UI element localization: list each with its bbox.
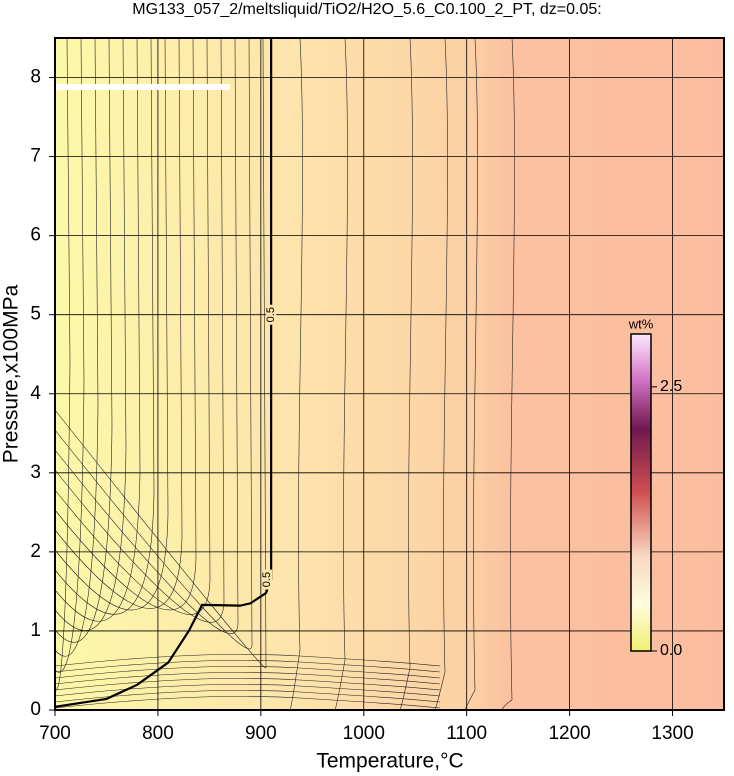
minor-contour	[54, 660, 441, 673]
x-tick-label: 1300	[651, 723, 693, 744]
y-tick-label: 4	[30, 383, 41, 404]
contour-label: 0.5	[265, 307, 277, 322]
contour-label-bg	[266, 304, 277, 325]
minor-contour	[54, 37, 155, 615]
minor-contour	[54, 690, 441, 703]
minor-contour	[501, 37, 515, 711]
y-tick-label: 0	[30, 699, 41, 720]
minor-contour	[54, 37, 169, 611]
contour-label: 0.5	[261, 572, 273, 587]
minor-contour	[399, 37, 413, 711]
minor-contour	[54, 672, 441, 685]
minor-contour	[54, 666, 441, 679]
contour-line	[54, 38, 273, 708]
x-tick-label: 1000	[343, 723, 385, 744]
minor-contour	[54, 37, 113, 643]
minor-contour	[54, 37, 141, 622]
minor-contour	[54, 696, 441, 709]
minor-contour	[289, 37, 303, 711]
y-tick-label: 2	[30, 541, 41, 562]
contour-label-bg	[262, 569, 273, 590]
minor-contour	[54, 37, 197, 611]
minor-contour	[54, 678, 441, 691]
plot-layer: 700 800 900 1000 1100 1200 1300 0 1 2 3 4 5 6 7 8 0.5 0.5…	[30, 38, 724, 744]
minor-contour	[434, 37, 448, 711]
plot-frame	[54, 37, 725, 711]
x-tick-label: 800	[142, 723, 174, 744]
minor-contour	[464, 37, 478, 711]
white-band	[55, 84, 230, 90]
x-axis-label: Temperature,°C	[316, 750, 463, 773]
minor-contour	[54, 37, 239, 634]
minor-contours	[54, 37, 515, 711]
y-tick-label: 5	[30, 304, 41, 325]
colorbar-tick-label: 2.5	[660, 378, 682, 395]
y-tick-label: 3	[30, 462, 41, 483]
minor-contour	[54, 37, 127, 631]
y-tick-label: 7	[30, 146, 41, 167]
minor-contour	[54, 654, 441, 667]
minor-contour	[54, 37, 225, 623]
y-tick-label: 6	[30, 225, 41, 246]
minor-contour	[334, 37, 348, 711]
y-tick-label: 1	[30, 620, 41, 641]
colorbar-label: wt%	[628, 316, 654, 331]
y-tick-label: 8	[30, 67, 41, 88]
x-tick-label: 700	[39, 723, 71, 744]
chart-title: MG133_057_2/meltsliquid/TiO2/H2O_5.6_C0.…	[132, 1, 601, 18]
colorbar	[630, 333, 652, 652]
x-tick-label: 1200	[548, 723, 590, 744]
minor-contour	[54, 37, 99, 657]
minor-contour	[54, 37, 253, 650]
x-tick-label: 1100	[446, 723, 487, 744]
minor-contour	[54, 37, 183, 609]
minor-contour	[54, 37, 85, 673]
x-tick-label: 900	[245, 723, 277, 744]
minor-contour	[54, 37, 211, 615]
colorbar-tick-label: 0.0	[660, 642, 682, 659]
y-axis-label: Pressure,x100MPa	[0, 284, 23, 463]
plot-background	[55, 38, 724, 710]
minor-contour	[54, 37, 71, 691]
